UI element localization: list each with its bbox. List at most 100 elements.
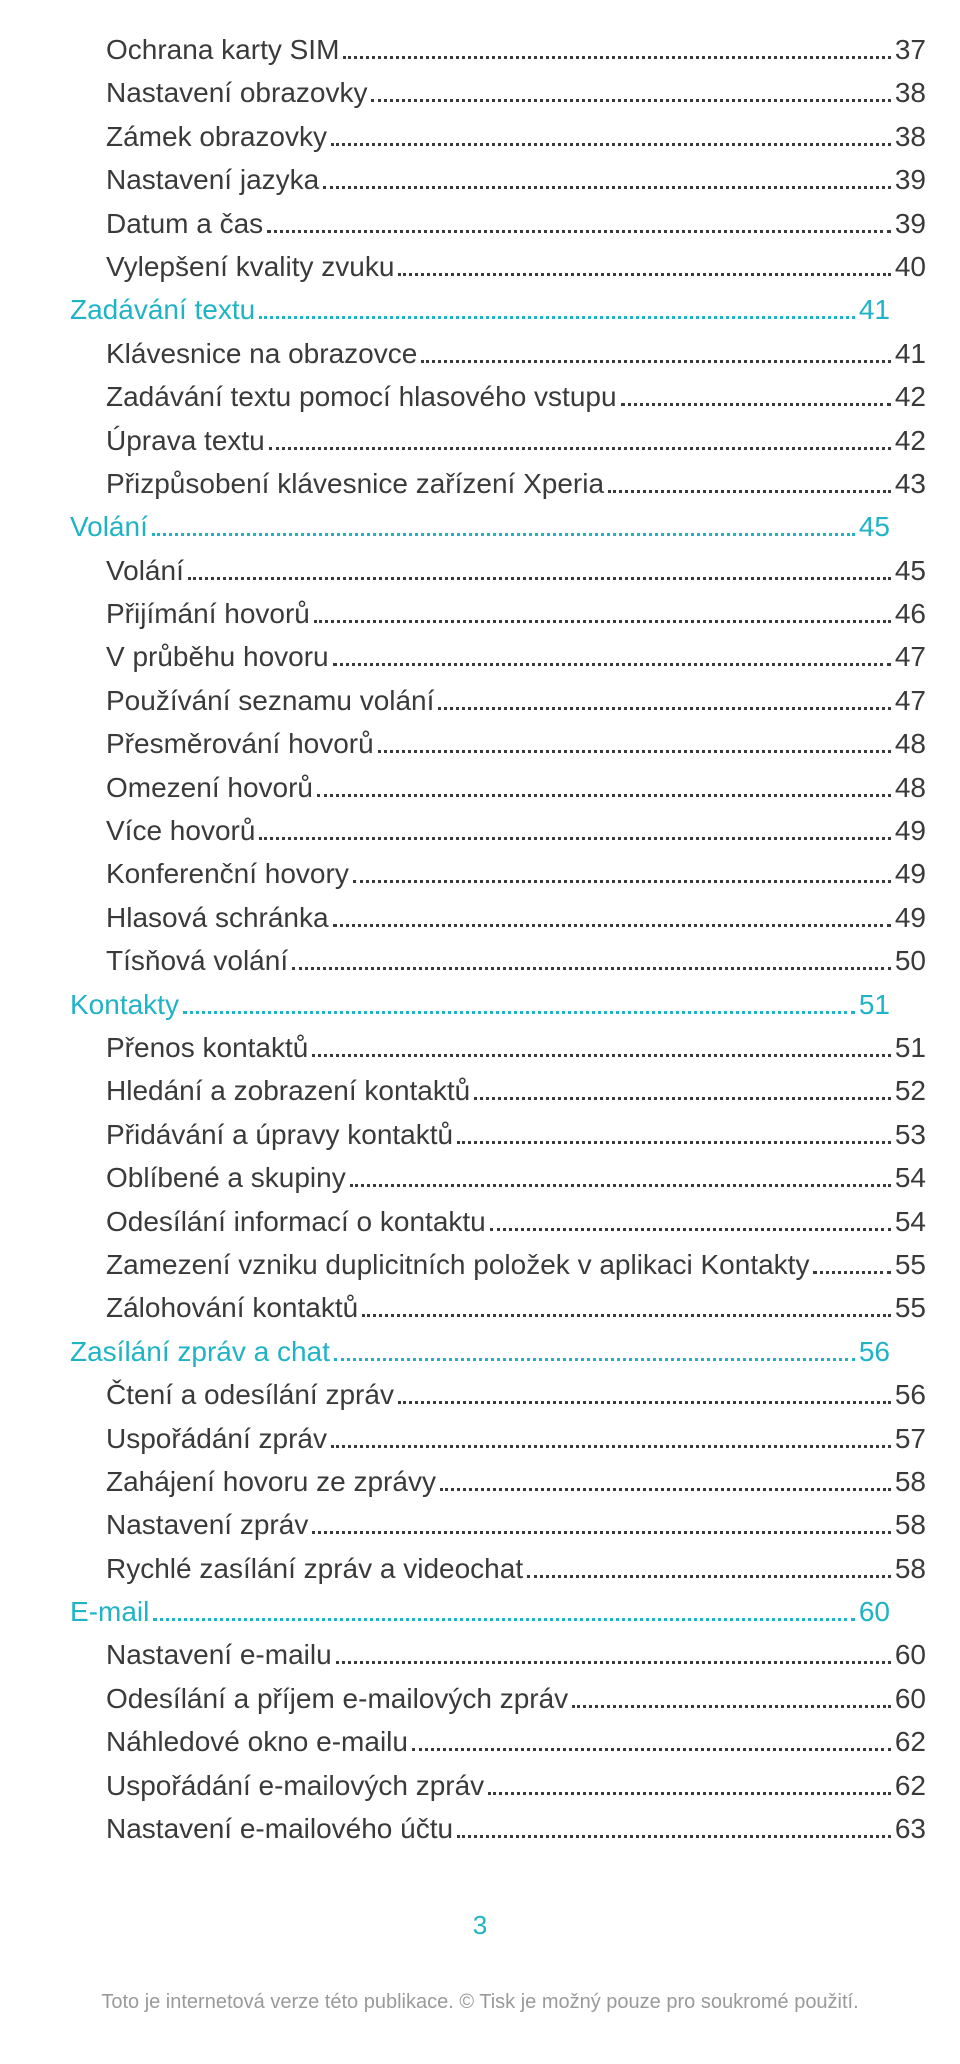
toc-leader-dots: [813, 1253, 890, 1274]
toc-leader-dots: [333, 906, 891, 927]
toc-entry-page: 57: [895, 1417, 926, 1460]
toc-item-row[interactable]: Přijímání hovorů46: [70, 592, 926, 635]
toc-entry-page: 42: [895, 419, 926, 462]
toc-entry-page: 47: [895, 679, 926, 722]
toc-leader-dots: [353, 862, 891, 883]
toc-entry-label: Nastavení e-mailového účtu: [106, 1807, 453, 1850]
toc-entry-label: Přenos kontaktů: [106, 1026, 308, 1069]
toc-item-row[interactable]: Hledání a zobrazení kontaktů52: [70, 1069, 926, 1112]
toc-section-row[interactable]: Volání45: [70, 505, 890, 548]
toc-entry-label: Zálohování kontaktů: [106, 1286, 358, 1329]
toc-leader-dots: [259, 298, 855, 319]
toc-item-row[interactable]: Více hovorů49: [70, 809, 926, 852]
toc-entry-label: Oblíbené a skupiny: [106, 1156, 346, 1199]
toc-item-row[interactable]: Úprava textu42: [70, 419, 926, 462]
toc-leader-dots: [412, 1730, 891, 1751]
toc-leader-dots: [343, 38, 890, 59]
toc-leader-dots: [488, 1773, 891, 1794]
toc-entry-label: Přizpůsobení klávesnice zařízení Xperia: [106, 462, 604, 505]
toc-item-row[interactable]: Zálohování kontaktů55: [70, 1286, 926, 1329]
toc-leader-dots: [323, 168, 891, 189]
toc-leader-dots: [371, 81, 890, 102]
toc-item-row[interactable]: Uspořádání zpráv57: [70, 1417, 926, 1460]
toc-item-row[interactable]: Odesílání informací o kontaktu54: [70, 1200, 926, 1243]
toc-entry-label: Volání: [106, 549, 184, 592]
toc-item-row[interactable]: Zadávání textu pomocí hlasového vstupu42: [70, 375, 926, 418]
toc-item-row[interactable]: Zamezení vzniku duplicitních položek v a…: [70, 1243, 926, 1286]
toc-leader-dots: [527, 1556, 891, 1577]
toc-item-row[interactable]: Zahájení hovoru ze zprávy58: [70, 1460, 926, 1503]
toc-item-row[interactable]: Klávesnice na obrazovce41: [70, 332, 926, 375]
toc-leader-dots: [334, 1340, 855, 1361]
toc-section-row[interactable]: Zasílání zpráv a chat56: [70, 1330, 890, 1373]
toc-item-row[interactable]: Volání 45: [70, 549, 926, 592]
toc-item-row[interactable]: Hlasová schránka49: [70, 896, 926, 939]
toc-leader-dots: [608, 472, 891, 493]
toc-item-row[interactable]: Nastavení e-mailu60: [70, 1633, 926, 1676]
toc-leader-dots: [317, 775, 891, 796]
document-page: Ochrana karty SIM37Nastavení obrazovky38…: [0, 0, 960, 2064]
toc-entry-label: Ochrana karty SIM: [106, 28, 339, 71]
toc-item-row[interactable]: Ochrana karty SIM37: [70, 28, 926, 71]
toc-item-row[interactable]: Přenos kontaktů 51: [70, 1026, 926, 1069]
toc-item-row[interactable]: Vylepšení kvality zvuku40: [70, 245, 926, 288]
toc-entry-page: 51: [895, 1026, 926, 1069]
toc-entry-label: V průběhu hovoru: [106, 635, 329, 678]
toc-leader-dots: [362, 1296, 891, 1317]
toc-item-row[interactable]: Uspořádání e-mailových zpráv62: [70, 1764, 926, 1807]
toc-item-row[interactable]: Nastavení e-mailového účtu 63: [70, 1807, 926, 1850]
toc-item-row[interactable]: Přesměrování hovorů48: [70, 722, 926, 765]
toc-item-row[interactable]: Zámek obrazovky38: [70, 115, 926, 158]
toc-leader-dots: [336, 1643, 891, 1664]
toc-entry-page: 50: [895, 939, 926, 982]
toc-item-row[interactable]: Nastavení obrazovky38: [70, 71, 926, 114]
toc-leader-dots: [440, 1470, 891, 1491]
toc-entry-label: Čtení a odesílání zpráv: [106, 1373, 394, 1416]
toc-section-row[interactable]: Kontakty51: [70, 983, 890, 1026]
toc-entry-page: 58: [895, 1547, 926, 1590]
toc-leader-dots: [269, 428, 891, 449]
toc-leader-dots: [398, 255, 890, 276]
toc-entry-page: 41: [859, 288, 890, 331]
toc-entry-label: Zámek obrazovky: [106, 115, 327, 158]
toc-item-row[interactable]: Čtení a odesílání zpráv 56: [70, 1373, 926, 1416]
toc-entry-page: 51: [859, 983, 890, 1026]
toc-section-row[interactable]: Zadávání textu41: [70, 288, 890, 331]
toc-entry-page: 48: [895, 766, 926, 809]
toc-entry-label: Přijímání hovorů: [106, 592, 310, 635]
toc-item-row[interactable]: Tísňová volání50: [70, 939, 926, 982]
toc-leader-dots: [331, 125, 891, 146]
toc-item-row[interactable]: Přizpůsobení klávesnice zařízení Xperia 4…: [70, 462, 926, 505]
toc-item-row[interactable]: Omezení hovorů 48: [70, 766, 926, 809]
toc-entry-page: 49: [895, 896, 926, 939]
toc-entry-label: Omezení hovorů: [106, 766, 313, 809]
toc-entry-page: 55: [895, 1243, 926, 1286]
toc-item-row[interactable]: Náhledové okno e-mailu62: [70, 1720, 926, 1763]
toc-item-row[interactable]: Nastavení zpráv58: [70, 1503, 926, 1546]
toc-item-row[interactable]: Používání seznamu volání47: [70, 679, 926, 722]
toc-leader-dots: [312, 1513, 891, 1534]
toc-entry-label: Odesílání a příjem e-mailových zpráv: [106, 1677, 568, 1720]
toc-entry-page: 56: [895, 1373, 926, 1416]
toc-entry-page: 63: [895, 1807, 926, 1850]
toc-entry-page: 60: [859, 1590, 890, 1633]
toc-item-row[interactable]: V průběhu hovoru 47: [70, 635, 926, 678]
toc-item-row[interactable]: Rychlé zasílání zpráv a videochat58: [70, 1547, 926, 1590]
toc-entry-page: 49: [895, 852, 926, 895]
toc-entry-label: E-mail: [70, 1590, 149, 1633]
toc-item-row[interactable]: Datum a čas39: [70, 202, 926, 245]
toc-leader-dots: [421, 342, 891, 363]
toc-entry-page: 43: [895, 462, 926, 505]
toc-item-row[interactable]: Konferenční hovory49: [70, 852, 926, 895]
toc-item-row[interactable]: Odesílání a příjem e-mailových zpráv60: [70, 1677, 926, 1720]
toc-item-row[interactable]: Oblíbené a skupiny 54: [70, 1156, 926, 1199]
toc-entry-label: Nastavení e-mailu: [106, 1633, 332, 1676]
toc-item-row[interactable]: Nastavení jazyka39: [70, 158, 926, 201]
toc-entry-page: 47: [895, 635, 926, 678]
table-of-contents: Ochrana karty SIM37Nastavení obrazovky38…: [70, 28, 890, 1850]
toc-item-row[interactable]: Přidávání a úpravy kontaktů53: [70, 1113, 926, 1156]
toc-section-row[interactable]: E-mail 60: [70, 1590, 890, 1633]
toc-entry-page: 39: [895, 158, 926, 201]
toc-entry-page: 54: [895, 1156, 926, 1199]
toc-entry-page: 45: [895, 549, 926, 592]
